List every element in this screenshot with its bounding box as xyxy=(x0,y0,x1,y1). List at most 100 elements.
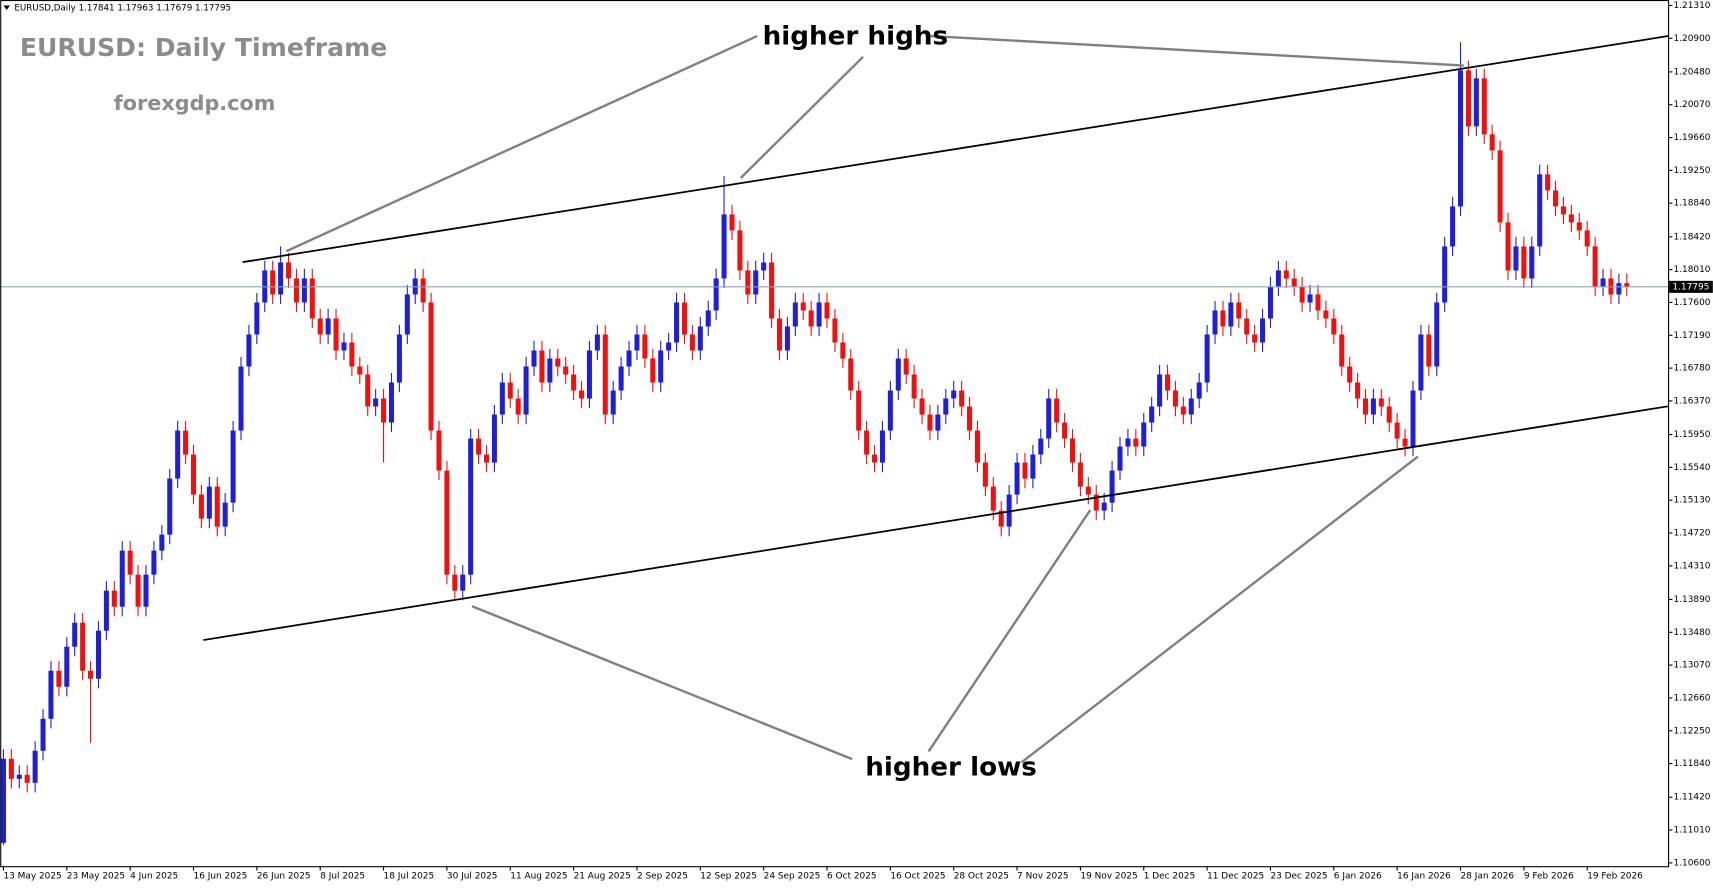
candle-body xyxy=(499,382,505,415)
candle-body xyxy=(879,430,885,463)
lower-trendline xyxy=(203,405,1669,641)
candle-body xyxy=(642,334,648,359)
candle-body xyxy=(840,342,846,359)
candle-body xyxy=(460,574,466,591)
candle-body xyxy=(808,310,814,327)
plot-area xyxy=(0,42,1669,846)
candle-body xyxy=(1513,246,1519,271)
candle-body xyxy=(586,350,592,399)
candle-body xyxy=(761,262,767,271)
x-tick-label: 6 Oct 2025 xyxy=(827,871,877,881)
candle-body xyxy=(167,478,173,535)
pointer xyxy=(1020,455,1419,764)
candle-body xyxy=(943,398,949,415)
candle-body xyxy=(1497,150,1503,223)
x-tick-label: 16 Jun 2025 xyxy=(194,871,248,881)
candle-body xyxy=(151,550,157,575)
y-tick-label: 1.13480 xyxy=(1674,628,1711,638)
candle-body xyxy=(1339,334,1345,367)
x-tick-label: 6 Jan 2026 xyxy=(1334,871,1382,881)
candle-body xyxy=(776,318,783,351)
candle-body xyxy=(1125,438,1131,447)
candle-body xyxy=(674,302,680,343)
candle-body xyxy=(824,302,830,319)
y-tick-label: 1.17190 xyxy=(1674,331,1711,341)
candle-body xyxy=(1077,462,1083,487)
candle-body xyxy=(1505,222,1511,271)
y-tick-label: 1.14310 xyxy=(1674,561,1711,571)
candle-body xyxy=(1030,454,1036,479)
candle-body xyxy=(1473,78,1479,127)
candle-body xyxy=(1054,398,1060,423)
candle-body xyxy=(254,302,260,335)
candle-body xyxy=(1204,334,1210,383)
y-tick-label: 1.20480 xyxy=(1674,67,1711,77)
candle-body xyxy=(1545,174,1551,191)
candle-body xyxy=(1624,283,1630,287)
candle-body xyxy=(1109,470,1115,503)
x-tick-label: 16 Oct 2025 xyxy=(890,871,945,881)
x-tick-label: 2 Sep 2025 xyxy=(637,871,688,881)
candle-body xyxy=(1370,398,1376,415)
candle-body xyxy=(1378,398,1384,407)
candle-body xyxy=(396,334,402,383)
candle-body xyxy=(1592,246,1598,287)
pointer xyxy=(930,34,1464,67)
candle-body xyxy=(1188,398,1194,415)
candle-body xyxy=(1267,286,1273,319)
candle-body xyxy=(563,366,569,375)
candle-body xyxy=(658,350,664,383)
y-tick-label: 1.11010 xyxy=(1674,826,1711,836)
candle-body xyxy=(515,398,521,415)
candle-body xyxy=(689,334,695,351)
candle-body xyxy=(594,334,600,351)
candle-body xyxy=(990,486,996,511)
candle-body xyxy=(919,398,925,415)
candle-body xyxy=(911,374,917,399)
candle-body xyxy=(982,462,988,487)
candle-body xyxy=(935,414,941,431)
candle-body xyxy=(1553,190,1559,207)
candle-body xyxy=(476,438,482,455)
candle-body xyxy=(872,454,878,463)
x-tick-label: 24 Sep 2025 xyxy=(764,871,821,881)
candle-body xyxy=(903,358,909,375)
candle-body xyxy=(127,550,133,575)
candle-body xyxy=(681,302,687,335)
candle-body xyxy=(1196,382,1202,399)
pointer xyxy=(471,605,853,761)
chart-title: EURUSD: Daily Timeframe xyxy=(20,33,387,62)
menu-icon[interactable] xyxy=(3,5,11,10)
x-tick-label: 19 Feb 2026 xyxy=(1587,871,1643,881)
candle-body xyxy=(1521,246,1527,279)
candle-body xyxy=(420,278,426,303)
candle-body xyxy=(317,318,323,335)
candle-body xyxy=(32,750,38,783)
candle-body xyxy=(864,430,870,455)
candle-body xyxy=(491,414,497,463)
candle-body xyxy=(1260,318,1266,343)
x-tick-label: 9 Feb 2026 xyxy=(1524,871,1574,881)
candle-body xyxy=(1355,382,1361,399)
plot-border xyxy=(0,0,1670,868)
candle-body xyxy=(365,374,371,407)
candle-body xyxy=(832,318,838,343)
candle-body xyxy=(539,350,545,383)
annotation: higher lows xyxy=(865,752,1037,782)
y-tick-label: 1.15950 xyxy=(1674,430,1711,440)
y-tick-label: 1.12250 xyxy=(1674,726,1711,736)
candle-body xyxy=(626,350,632,367)
candle-body xyxy=(309,278,315,319)
candle-body xyxy=(1252,334,1258,343)
candle-body xyxy=(967,406,973,431)
candle-body xyxy=(444,470,450,575)
candle-body xyxy=(428,302,434,431)
candle-body xyxy=(325,318,331,335)
candle-body xyxy=(650,358,656,383)
candle-body xyxy=(1362,398,1369,415)
candle-body xyxy=(301,278,307,303)
candle-body xyxy=(64,646,70,687)
candle-body xyxy=(373,398,379,407)
y-tick-label: 1.16370 xyxy=(1674,396,1711,406)
candle-body xyxy=(72,622,78,647)
